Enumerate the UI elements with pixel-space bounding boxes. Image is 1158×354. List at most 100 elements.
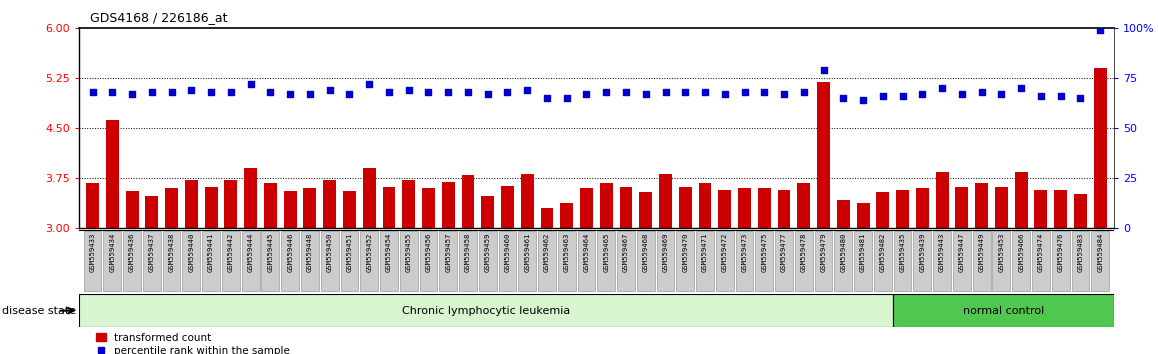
Point bbox=[953, 91, 972, 97]
Bar bbox=[933, 232, 951, 291]
Bar bbox=[166, 188, 178, 228]
Bar bbox=[1071, 232, 1090, 291]
Text: GSM559455: GSM559455 bbox=[405, 233, 412, 272]
Bar bbox=[837, 200, 850, 228]
Bar bbox=[205, 187, 218, 228]
Text: GSM559456: GSM559456 bbox=[425, 233, 432, 272]
Bar bbox=[146, 196, 159, 228]
Point bbox=[853, 97, 872, 103]
Text: GSM559443: GSM559443 bbox=[939, 233, 945, 272]
Point bbox=[360, 81, 379, 87]
Bar bbox=[620, 187, 632, 228]
Point bbox=[873, 93, 892, 99]
Bar bbox=[755, 232, 774, 291]
Bar bbox=[1051, 232, 1070, 291]
Bar bbox=[818, 82, 830, 228]
Point bbox=[577, 91, 595, 97]
Bar bbox=[617, 232, 635, 291]
Bar bbox=[183, 232, 200, 291]
Point bbox=[281, 91, 300, 97]
Bar bbox=[242, 232, 259, 291]
Text: GSM559461: GSM559461 bbox=[525, 233, 530, 272]
Bar bbox=[303, 188, 316, 228]
Text: GSM559468: GSM559468 bbox=[643, 233, 648, 272]
Text: GSM559481: GSM559481 bbox=[860, 233, 866, 272]
Bar bbox=[301, 232, 318, 291]
Bar bbox=[281, 232, 299, 291]
Bar bbox=[501, 185, 514, 228]
Bar bbox=[284, 191, 296, 228]
Bar bbox=[857, 203, 870, 228]
Bar bbox=[343, 191, 356, 228]
Text: GSM559438: GSM559438 bbox=[169, 233, 175, 272]
Text: GSM559446: GSM559446 bbox=[287, 233, 293, 272]
Bar bbox=[222, 232, 240, 291]
Bar bbox=[778, 190, 791, 228]
Bar bbox=[716, 232, 734, 291]
Text: GSM559459: GSM559459 bbox=[485, 233, 491, 272]
Bar bbox=[676, 232, 694, 291]
Text: GSM559475: GSM559475 bbox=[761, 233, 768, 272]
Bar bbox=[126, 191, 139, 228]
Point bbox=[617, 90, 636, 95]
Point bbox=[794, 90, 813, 95]
Point bbox=[123, 91, 141, 97]
Text: GSM559451: GSM559451 bbox=[346, 233, 352, 272]
Text: GSM559437: GSM559437 bbox=[149, 233, 155, 272]
Bar bbox=[362, 169, 375, 228]
Bar bbox=[794, 232, 813, 291]
Text: GSM559435: GSM559435 bbox=[900, 233, 906, 272]
Bar bbox=[894, 232, 911, 291]
Point bbox=[557, 96, 576, 101]
Bar bbox=[519, 232, 536, 291]
Bar bbox=[659, 174, 672, 228]
Text: GSM559434: GSM559434 bbox=[109, 233, 116, 272]
Text: GDS4168 / 226186_at: GDS4168 / 226186_at bbox=[90, 11, 228, 24]
Bar bbox=[798, 183, 811, 228]
Point bbox=[657, 90, 675, 95]
Text: GSM559465: GSM559465 bbox=[603, 233, 609, 272]
Bar bbox=[323, 180, 336, 228]
Point bbox=[775, 91, 793, 97]
Bar bbox=[896, 190, 909, 228]
Point bbox=[321, 87, 339, 93]
Bar bbox=[975, 183, 988, 228]
Point bbox=[301, 91, 320, 97]
Point bbox=[241, 81, 259, 87]
Point bbox=[1071, 96, 1090, 101]
Bar bbox=[874, 232, 892, 291]
Point bbox=[676, 90, 695, 95]
Point bbox=[696, 90, 714, 95]
Bar bbox=[86, 183, 98, 228]
Text: GSM559482: GSM559482 bbox=[880, 233, 886, 272]
Bar bbox=[696, 232, 714, 291]
Point bbox=[735, 90, 754, 95]
Text: GSM559445: GSM559445 bbox=[267, 233, 273, 272]
Point bbox=[992, 91, 1011, 97]
Text: GSM559454: GSM559454 bbox=[386, 233, 391, 272]
Bar bbox=[1014, 172, 1027, 228]
Bar bbox=[775, 232, 793, 291]
Bar bbox=[203, 232, 220, 291]
Point bbox=[142, 90, 161, 95]
Point bbox=[1032, 93, 1050, 99]
Point bbox=[478, 91, 497, 97]
Bar bbox=[916, 188, 929, 228]
Point bbox=[814, 68, 833, 73]
Point bbox=[261, 90, 279, 95]
Point bbox=[459, 90, 477, 95]
Bar bbox=[600, 183, 613, 228]
Text: Chronic lymphocytic leukemia: Chronic lymphocytic leukemia bbox=[402, 306, 570, 316]
Point bbox=[716, 91, 734, 97]
Text: GSM559449: GSM559449 bbox=[979, 233, 984, 272]
Point bbox=[637, 91, 655, 97]
Bar bbox=[244, 169, 257, 228]
Text: GSM559477: GSM559477 bbox=[780, 233, 787, 272]
Point bbox=[103, 90, 122, 95]
Bar bbox=[482, 196, 494, 228]
Bar bbox=[893, 294, 1114, 327]
Point bbox=[1051, 93, 1070, 99]
Bar bbox=[815, 232, 833, 291]
Point bbox=[380, 90, 398, 95]
Point bbox=[400, 87, 418, 93]
